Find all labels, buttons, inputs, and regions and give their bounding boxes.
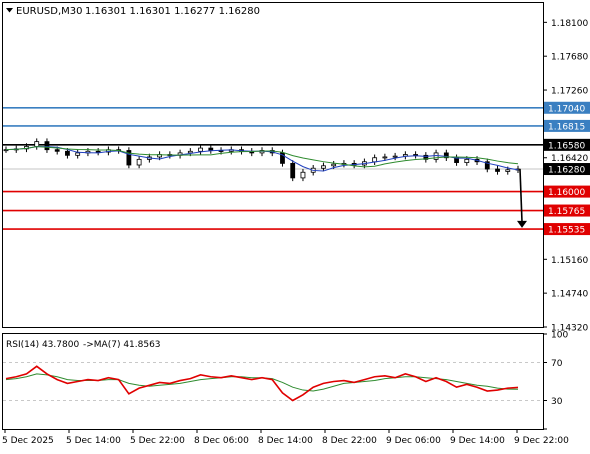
price-levels-layer xyxy=(3,106,543,230)
candle-body xyxy=(44,141,50,151)
rsi-tick-label: 70 xyxy=(551,359,563,369)
candle-body xyxy=(54,149,60,152)
candle-body xyxy=(34,141,40,147)
time-tick-label: 8 Dec 06:00 xyxy=(194,436,249,446)
current-price-tag xyxy=(544,163,590,176)
price-tick-label: 1.14320 xyxy=(551,324,588,334)
price-tick-label: 1.17260 xyxy=(551,87,588,97)
price-level-tag xyxy=(544,223,590,236)
time-tick-label: 8 Dec 14:00 xyxy=(258,436,313,446)
time-tick-label: 5 Dec 14:00 xyxy=(66,436,121,446)
price-level-label: 1.16000 xyxy=(548,188,585,198)
price-level-tag xyxy=(544,185,590,198)
candle-body xyxy=(65,150,70,156)
candle-body xyxy=(372,157,378,163)
candle-body xyxy=(95,150,101,153)
time-tick-label: 9 Dec 22:00 xyxy=(514,436,569,446)
price-level-tag xyxy=(544,119,590,132)
price-tick-label: 1.17680 xyxy=(551,53,588,63)
candle-body xyxy=(198,147,203,152)
candle-body xyxy=(136,158,142,166)
rsi-layer xyxy=(3,362,543,402)
price-axis: 1.18100 1.17680 1.17260 1.16420 1.15160 1.147… xyxy=(543,19,590,334)
price-tick-label: 1.14740 xyxy=(551,290,588,300)
rsi-ma-label: ->MA(7) 41.8563 xyxy=(83,340,161,350)
ma-slow-line xyxy=(5,146,519,168)
candle-body xyxy=(187,150,193,154)
rsi-label: RSI(14) 43.7800 xyxy=(6,340,79,350)
main-chart-frame xyxy=(2,2,544,328)
symbol-timeframe: EURUSD,M30 xyxy=(16,6,82,17)
price-level-label: 1.17040 xyxy=(548,104,585,114)
candle-body xyxy=(382,156,388,159)
time-tick-label: 8 Dec 22:00 xyxy=(322,436,377,446)
candle-body xyxy=(495,168,500,172)
candle-body xyxy=(464,158,470,163)
price-tick-label: 1.18100 xyxy=(551,19,588,29)
price-level-tag xyxy=(544,101,590,114)
candle-body xyxy=(321,165,326,169)
candle-body xyxy=(392,155,398,158)
arrow-down-icon xyxy=(517,220,527,228)
candle-body xyxy=(484,161,490,170)
candle-body xyxy=(331,163,337,167)
price-tick-label: 1.16420 xyxy=(551,154,588,164)
candle-body xyxy=(208,147,214,151)
rsi-line xyxy=(5,365,519,402)
rsi-axis: 100 70 30 xyxy=(543,331,568,430)
rsi-ma-line xyxy=(5,373,519,392)
forecast-arrow-layer xyxy=(517,168,527,228)
time-tick-label: 9 Dec 06:00 xyxy=(386,436,441,446)
current-price-label: 1.16280 xyxy=(548,166,585,176)
time-tick-label: 5 Dec 22:00 xyxy=(130,436,185,446)
candle-body xyxy=(505,169,511,172)
candle-body xyxy=(290,162,296,179)
time-tick-label: 5 Dec 2025 xyxy=(2,436,54,446)
rsi-tick-label: 30 xyxy=(551,397,563,407)
candle-body xyxy=(75,152,81,156)
rsi-tick-label: 100 xyxy=(551,331,568,341)
price-level-label: 1.16815 xyxy=(548,122,585,132)
price-level-tag xyxy=(544,204,590,217)
ohlc-values: 1.16301 1.16301 1.16277 1.16280 xyxy=(85,6,260,17)
price-level-label: 1.16580 xyxy=(548,141,585,151)
price-level-tag xyxy=(544,138,590,151)
time-tick-label: 9 Dec 14:00 xyxy=(450,436,505,446)
rsi-panel-frame xyxy=(2,333,544,430)
price-tick-label: 1.15160 xyxy=(551,256,588,266)
time-axis: 5 Dec 2025 5 Dec 14:00 5 Dec 22:00 8 Dec 06… xyxy=(2,429,569,446)
candle-body xyxy=(443,152,449,159)
price-level-label: 1.15535 xyxy=(548,226,585,236)
candle-body xyxy=(300,171,306,179)
candle-body xyxy=(280,152,285,164)
forecast-arrow-shaft xyxy=(519,168,523,222)
moving-averages-layer xyxy=(5,146,519,172)
price-level-label: 1.15765 xyxy=(548,207,585,217)
candle-body xyxy=(126,150,132,166)
chart-menu-triangle-icon[interactable] xyxy=(6,8,13,13)
